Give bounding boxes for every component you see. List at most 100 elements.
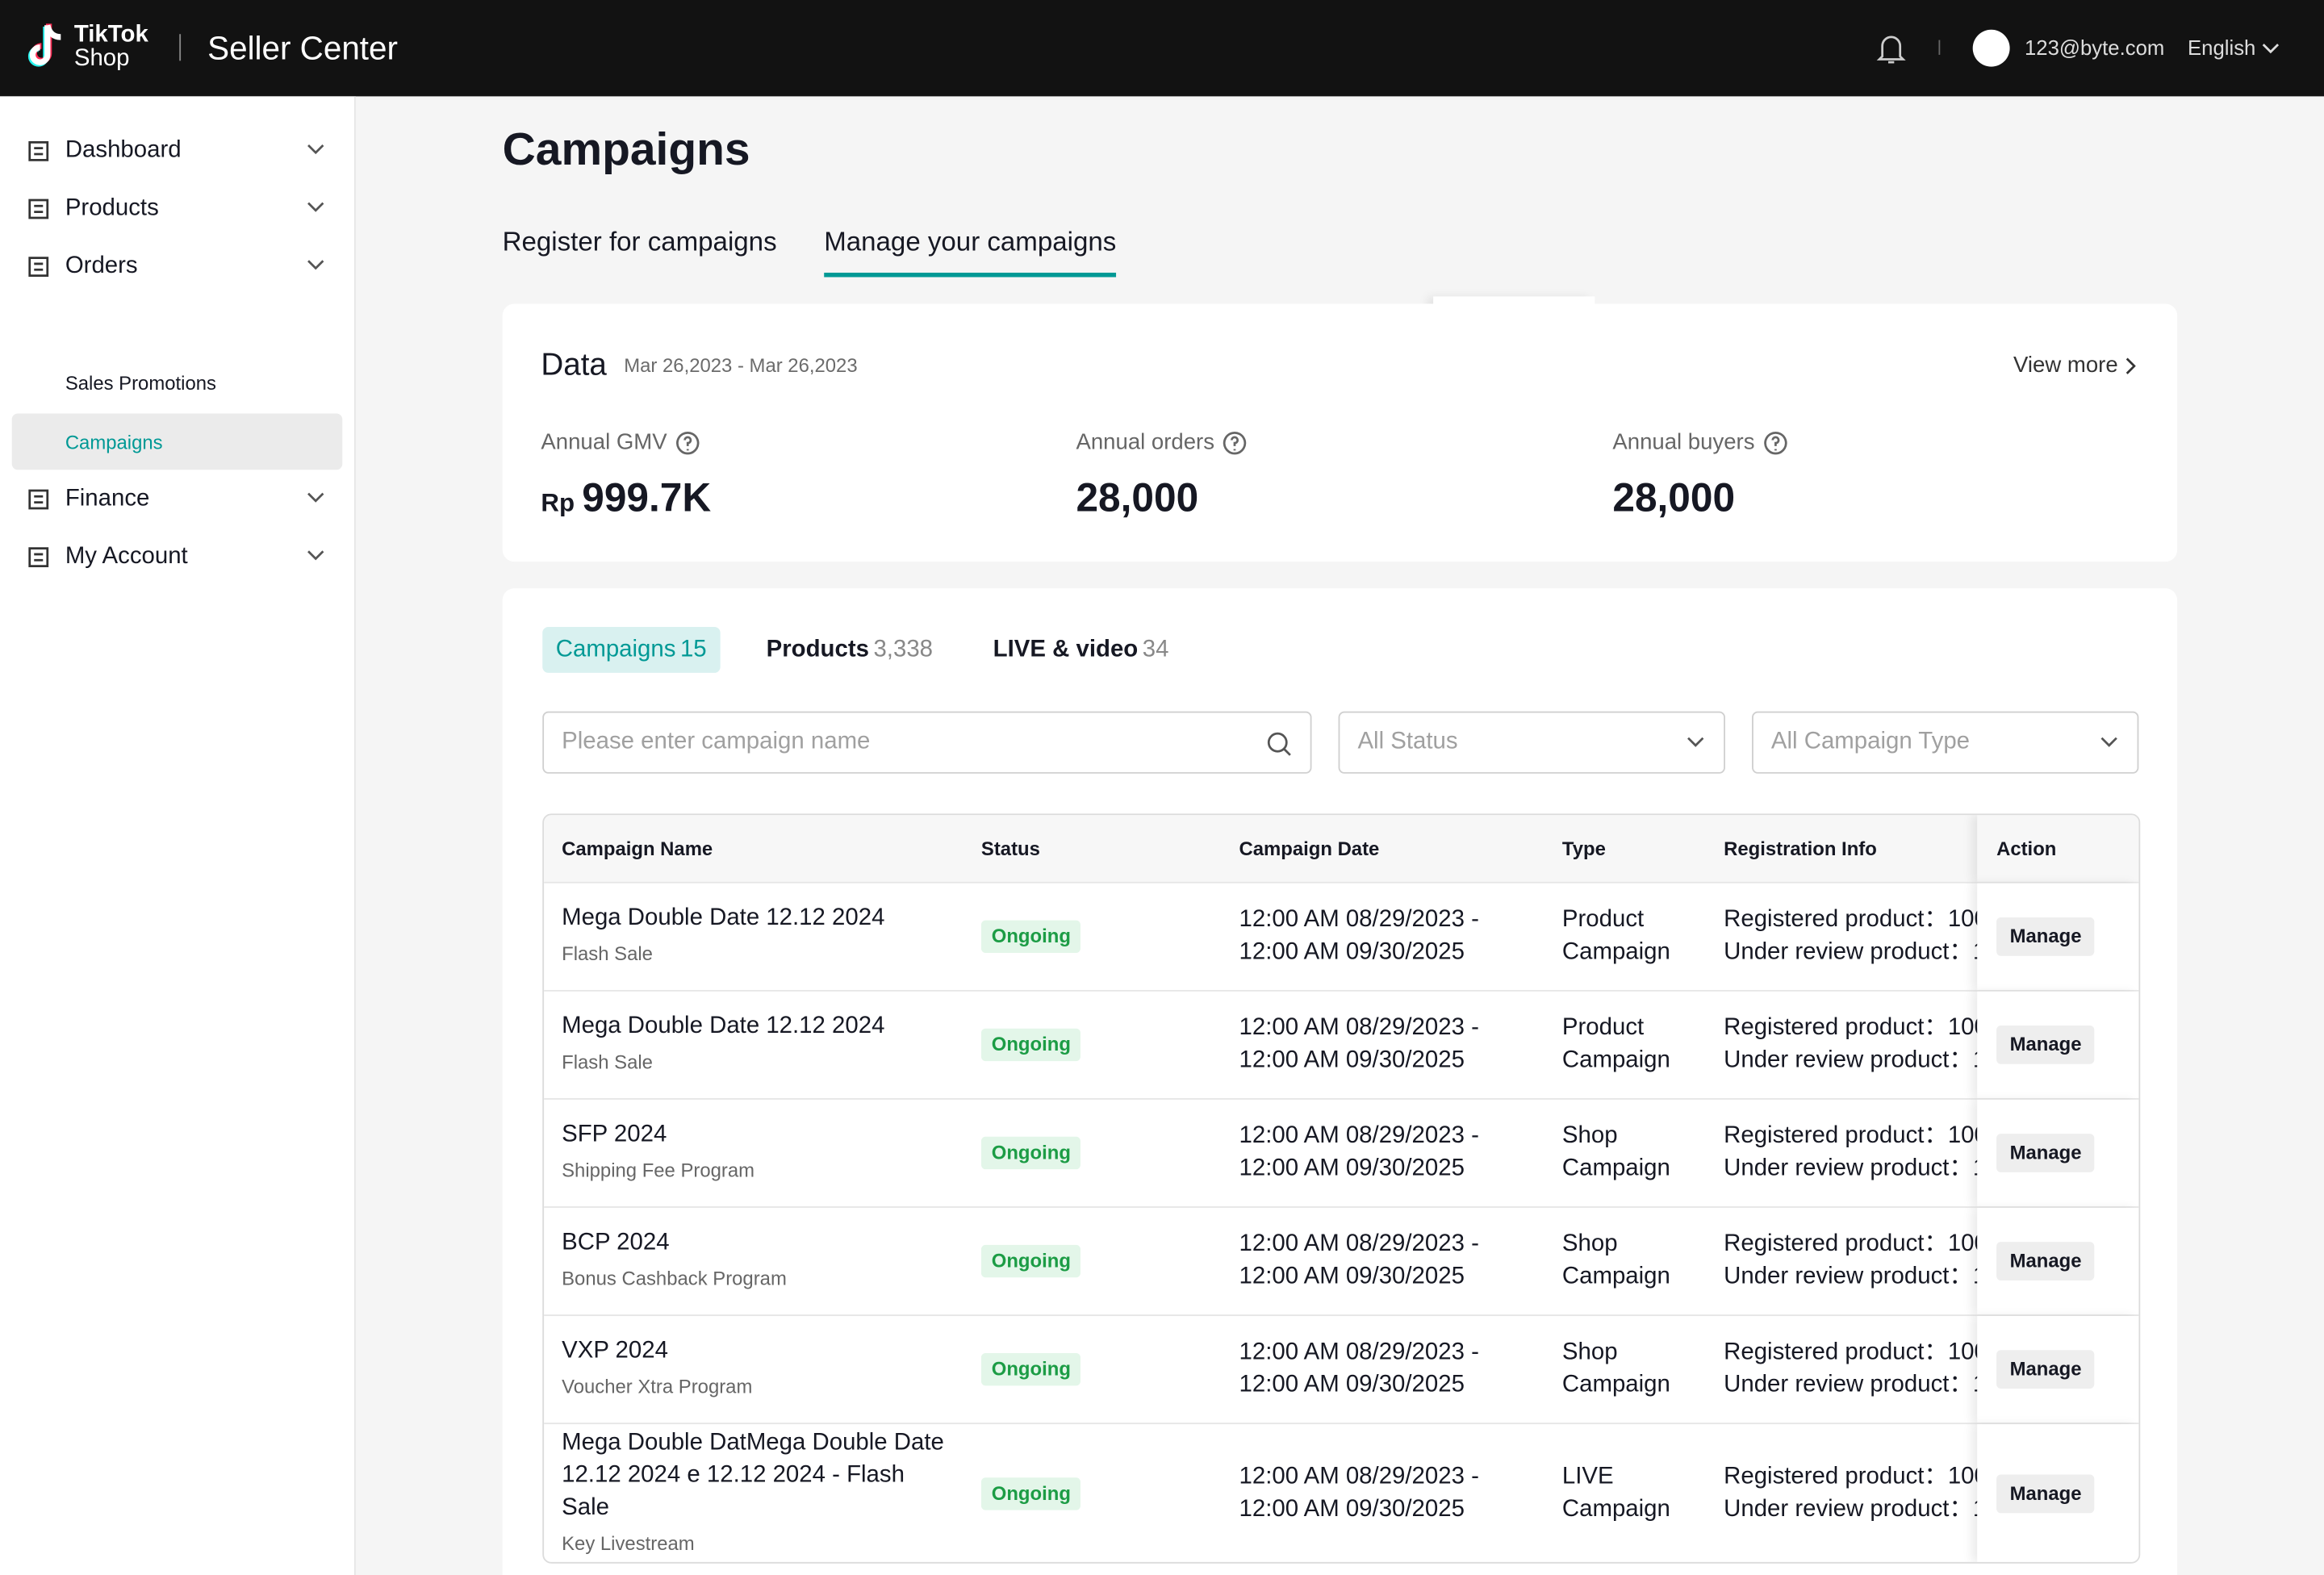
date-range: Mar 26,2023 - Mar 26,2023: [624, 354, 857, 377]
list-tab[interactable]: Campaigns15: [542, 627, 720, 673]
user-email[interactable]: 123@byte.com: [2025, 36, 2164, 59]
chevron: [2124, 357, 2136, 375]
label: Annual GMV: [541, 430, 667, 455]
manage-button[interactable]: Manage: [1996, 1242, 2095, 1280]
sidebar: DashboardProductsOrdersPromotionsSales P…: [0, 96, 356, 1575]
campaign-subtitle: Shipping Fee Program: [562, 1155, 955, 1187]
chevron: [307, 492, 324, 504]
list-tab[interactable]: Products3,338: [753, 627, 946, 673]
menu-item[interactable]: Orders: [12, 239, 343, 295]
metric: Annual GMVRp999.7K: [541, 430, 711, 522]
campaign-subtitle: Flash Sale: [562, 1047, 955, 1079]
action-wrap: Manage: [1996, 917, 2138, 956]
menu-label: Products: [65, 195, 159, 222]
status-badge: Ongoing: [981, 1353, 1081, 1385]
status: Ongoing: [981, 1029, 1081, 1061]
menu-item[interactable]: Campaigns: [12, 413, 343, 470]
action-wrap: Manage: [1996, 1242, 2138, 1280]
campaign-subtitle: Bonus Cashback Program: [562, 1263, 955, 1295]
cell: LIVECampaign: [1562, 1424, 1670, 1562]
menu-item[interactable]: Products: [12, 181, 343, 237]
type: Campaign: [1562, 1494, 1670, 1526]
list-tab[interactable]: LIVE & video34: [980, 627, 1182, 673]
cell: ShopCampaign: [1562, 1208, 1670, 1314]
registration-info: Registered product：100: [1724, 1012, 1979, 1044]
menu-item[interactable]: My Account: [12, 529, 343, 586]
menu-label: Orders: [65, 253, 138, 280]
menu-item[interactable]: Sales Promotions: [12, 354, 343, 411]
value: 28,000: [1076, 476, 1198, 520]
action-wrap: Manage: [1996, 1026, 2138, 1064]
table-row: Mega Double Date 12.12 2024 Flash Sale Ong…: [544, 990, 2138, 1098]
cell: Mega Double DatMega Double Date 12.12 20…: [562, 1424, 955, 1562]
cell: 12:00 AM 08/29/2023 -12:00 AM 09/30/2025: [1239, 1316, 1479, 1423]
bell-icon[interactable]: [1876, 32, 1906, 65]
menu-item[interactable]: Dashboard: [12, 123, 343, 179]
logo: [25, 23, 69, 73]
column-header: Type: [1562, 815, 1606, 882]
tab-count: 34: [1143, 637, 1169, 662]
tab-active[interactable]: Manage your campaigns: [824, 227, 1116, 277]
campaign-name: VXP 2024: [562, 1335, 955, 1368]
status-badge: Ongoing: [981, 1477, 1081, 1509]
cell: Ongoing: [981, 1100, 1081, 1206]
view-more[interactable]: View more: [2013, 353, 2118, 378]
date-start: 12:00 AM 08/29/2023 -: [1239, 1121, 1479, 1153]
tab-count: 15: [680, 637, 707, 662]
type: Product: [1562, 1012, 1670, 1044]
label: Annual orders: [1076, 430, 1214, 455]
cell: Ongoing: [981, 884, 1081, 990]
date-start: 12:00 AM 08/29/2023 -: [1239, 904, 1479, 936]
cell: 12:00 AM 08/29/2023 -12:00 AM 09/30/2025: [1239, 1100, 1479, 1206]
type-filter[interactable]: All Campaign Type: [1752, 712, 2138, 774]
registration-info: Registered product：100: [1724, 1460, 1979, 1493]
cell: Registered product：100Under review produ…: [1724, 992, 1979, 1098]
page-title: Campaigns: [503, 123, 750, 176]
metric: Annual orders 28,000: [1076, 430, 1247, 522]
tab-label: Campaigns: [556, 637, 676, 662]
date-end: 12:00 AM 09/30/2025: [1239, 1045, 1479, 1077]
manage-button[interactable]: Manage: [1996, 1134, 2095, 1172]
cell: Registered product：100Under review produ…: [1724, 884, 1979, 990]
table-row: VXP 2024Voucher Xtra ProgramOngoing12:00…: [544, 1314, 2138, 1423]
type: Campaign: [1562, 1369, 1670, 1402]
avatar[interactable]: [1973, 30, 2010, 67]
cell: BCP 2024Bonus Cashback Program: [562, 1208, 955, 1314]
menu-icon: [1223, 431, 1247, 454]
status-filter[interactable]: All Status: [1339, 712, 1725, 774]
status: Ongoing: [981, 1353, 1081, 1385]
tab[interactable]: Register for campaigns: [503, 227, 777, 273]
cell: 12:00 AM 08/29/2023 -12:00 AM 09/30/2025: [1239, 1208, 1479, 1314]
menu-item[interactable]: Finance: [12, 471, 343, 528]
manage-button[interactable]: Manage: [1996, 917, 2095, 956]
campaign-subtitle: Flash Sale: [562, 938, 955, 971]
manage-button[interactable]: Manage: [1996, 1474, 2095, 1513]
campaign-subtitle: Key Livestream: [562, 1527, 955, 1560]
chevron: [307, 259, 324, 271]
brand: TikTokShop: [74, 23, 148, 71]
cell: ShopCampaign: [1562, 1316, 1670, 1423]
campaign-name: Mega Double DatMega Double Date 12.12 20…: [562, 1427, 955, 1524]
campaign-table: Campaign NameStatusCampaign DateTypeRegi…: [542, 813, 2140, 1563]
list-card: Please enter campaign name All Status Al…: [503, 588, 2178, 1575]
divider: [179, 34, 181, 61]
type: Campaign: [1562, 1261, 1670, 1293]
cell: ProductCampaign: [1562, 992, 1670, 1098]
search-input[interactable]: Please enter campaign name: [542, 712, 1311, 774]
table-row: Mega Double DatMega Double Date 12.12 20…: [544, 1423, 2138, 1562]
campaign-name: Mega Double Date 12.12 2024: [562, 1011, 955, 1043]
cell: 12:00 AM 08/29/2023 -12:00 AM 09/30/2025: [1239, 1424, 1479, 1562]
language-selector[interactable]: English: [2188, 36, 2280, 59]
metric-label: Annual orders: [1076, 430, 1247, 455]
registration-info: Under review product：1: [1724, 1153, 1979, 1185]
menu-label: Dashboard: [65, 138, 182, 165]
registration-info: Registered product：100: [1724, 904, 1979, 936]
manage-button[interactable]: Manage: [1996, 1350, 2095, 1389]
manage-button[interactable]: Manage: [1996, 1026, 2095, 1064]
cell: Registered product：100Under review produ…: [1724, 1316, 1979, 1423]
menu-label: Finance: [65, 486, 150, 512]
card-title: Data: [541, 349, 606, 384]
cell: Registered product：100Under review produ…: [1724, 1100, 1979, 1206]
metric: Annual buyers28,000: [1612, 430, 1787, 522]
